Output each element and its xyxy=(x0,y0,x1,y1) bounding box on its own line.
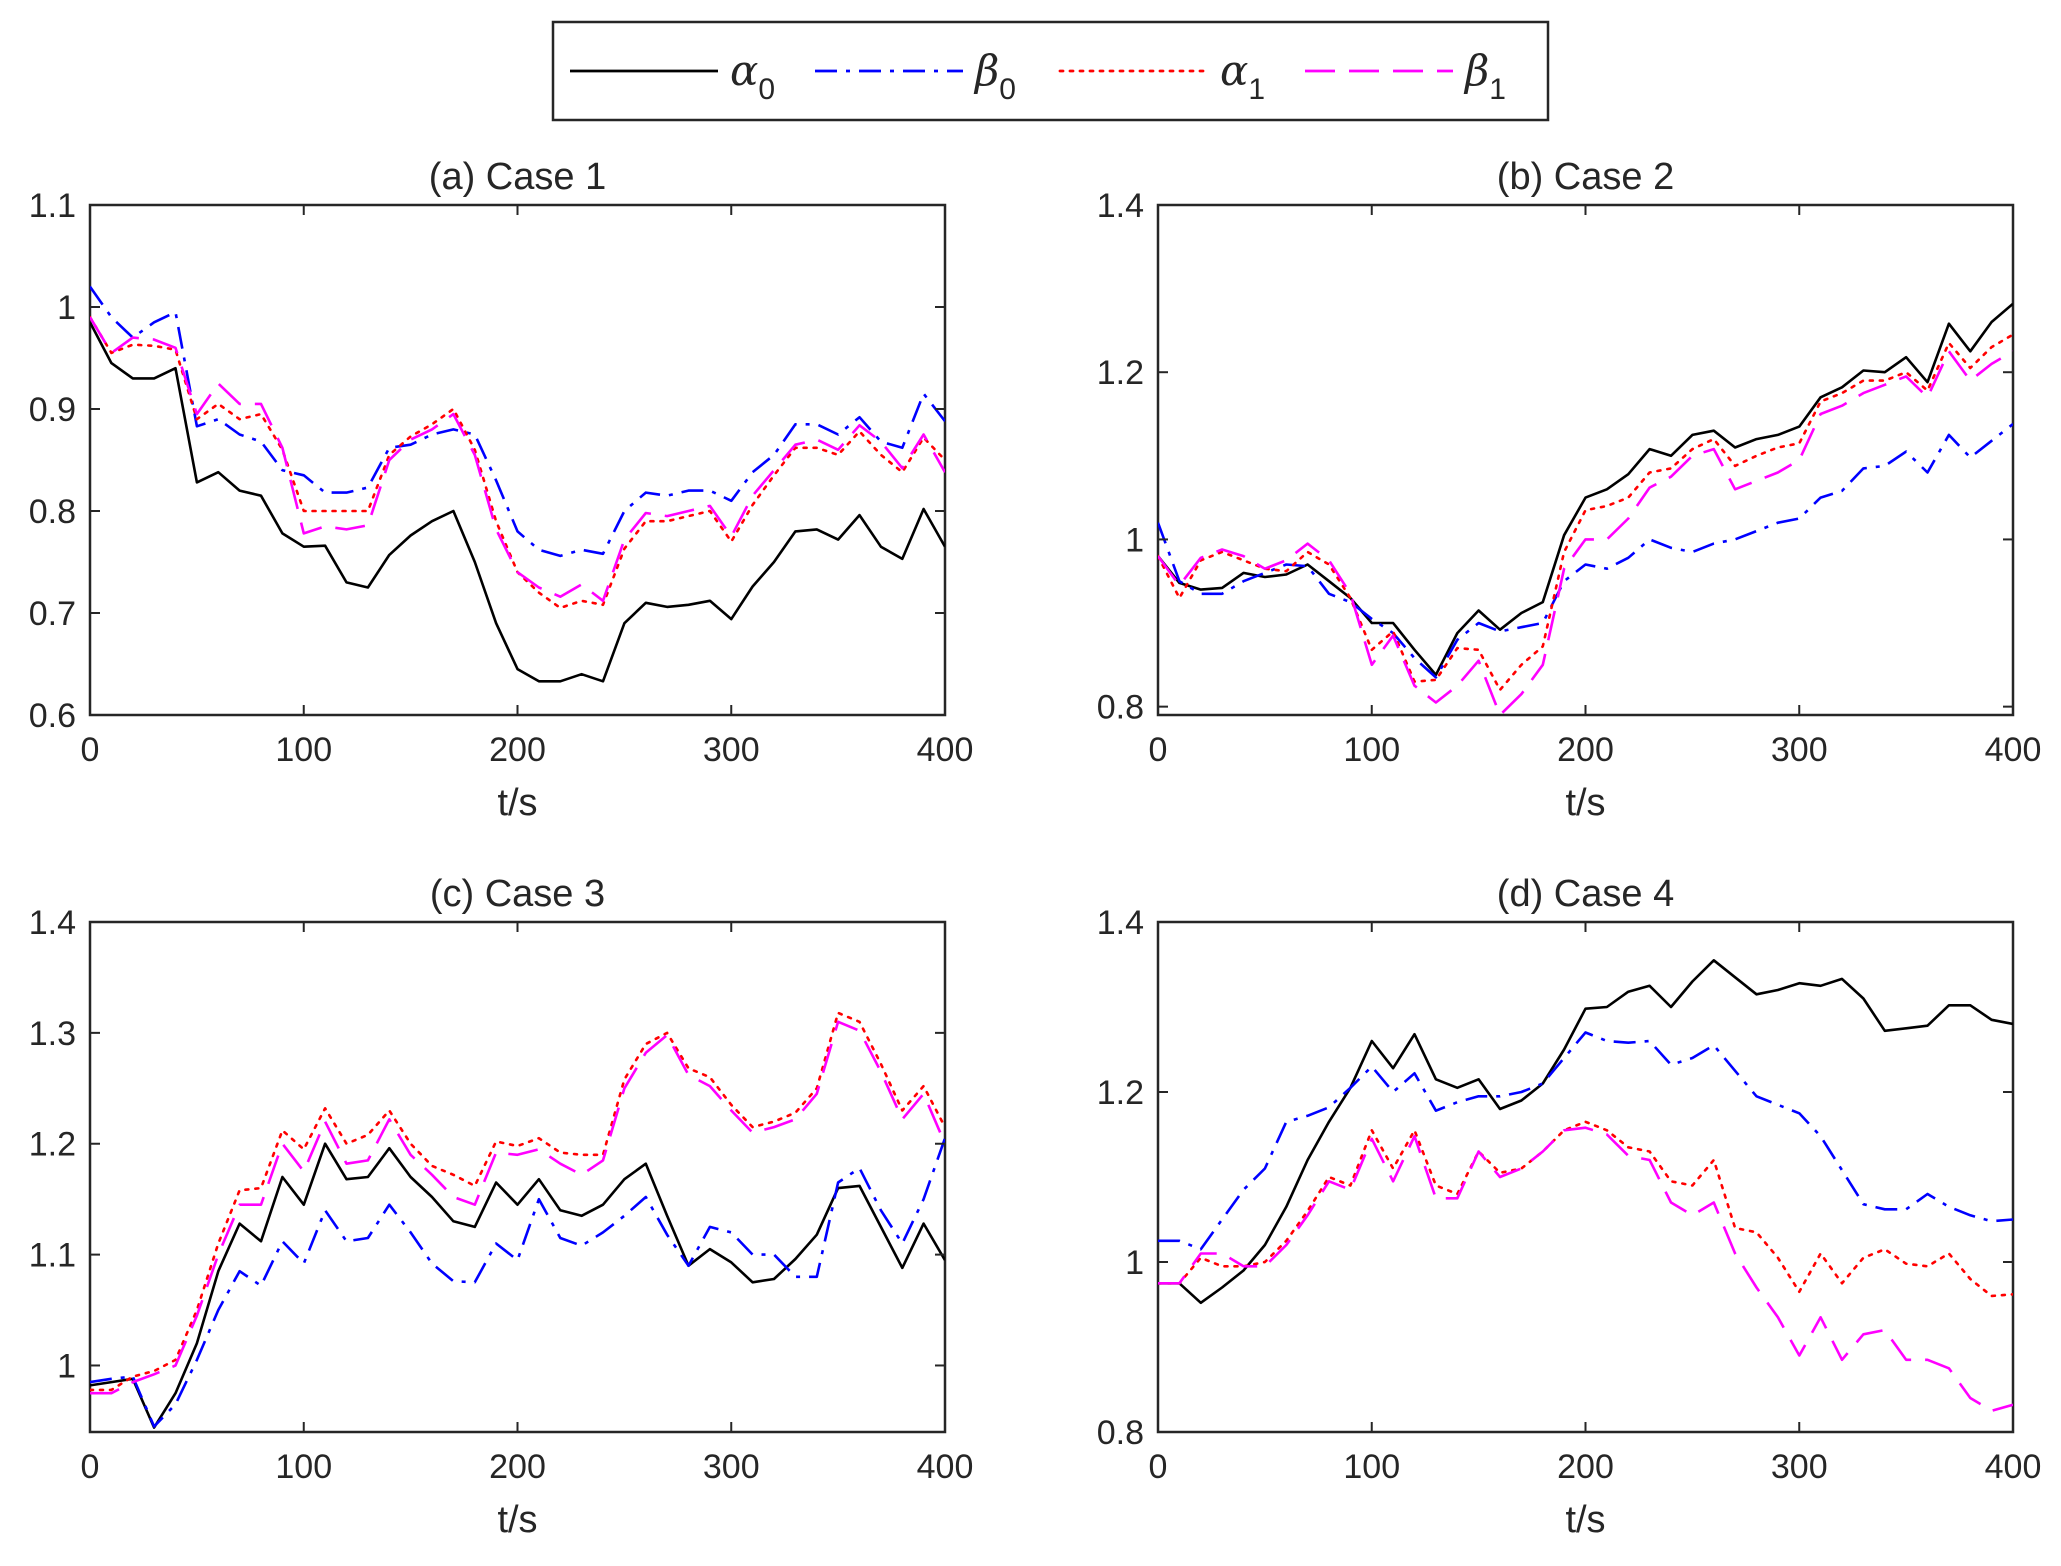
x-tick-label: 200 xyxy=(1557,731,1614,769)
x-tick-label: 100 xyxy=(275,731,332,769)
legend-box xyxy=(551,20,1550,122)
y-tick-label: 1.4 xyxy=(1097,904,1144,942)
legend-entry-β1: β1 xyxy=(1305,46,1506,106)
axes-box xyxy=(88,920,947,1434)
axes-box xyxy=(1156,203,2015,717)
legend-label: β1 xyxy=(1463,46,1506,106)
panel-case-2: 0 100 200 300 400 0.8 1 1.2 1.4 (b) Case 2 t/s xyxy=(1097,156,2042,824)
x-tick-label: 300 xyxy=(1771,1448,1828,1486)
panel-title: (b) Case 2 xyxy=(1497,156,1674,198)
series-line-α0 xyxy=(90,1142,945,1429)
x-tick-label: 0 xyxy=(1149,1448,1168,1486)
x-tick-label: 400 xyxy=(1985,1448,2042,1486)
y-tick-label: 1.2 xyxy=(1097,1074,1144,1112)
y-tick-label: 0.8 xyxy=(1097,1414,1144,1452)
axes-box xyxy=(88,203,947,717)
series-line-α0 xyxy=(1158,958,2013,1305)
series-line-β1 xyxy=(90,1020,945,1395)
panel-case-4: 0 100 200 300 400 0.8 1 1.2 1.4 (d) Case 4 t/s xyxy=(1097,873,2042,1541)
series-line-α1 xyxy=(1158,333,2013,692)
y-tick-label: 1.1 xyxy=(29,1237,76,1275)
x-axis-label: t/s xyxy=(497,782,537,824)
series-group xyxy=(90,285,945,683)
x-tick-label: 100 xyxy=(1343,1448,1400,1486)
x-axis-label: t/s xyxy=(1565,782,1605,824)
legend-entry-β0: β0 xyxy=(815,46,1016,106)
series-line-α1 xyxy=(90,1011,945,1392)
x-tick-label: 300 xyxy=(703,1448,760,1486)
axes-box xyxy=(1156,920,2015,1434)
y-tick-label: 1 xyxy=(1125,521,1144,559)
legend-label: α1 xyxy=(1220,46,1265,106)
series-group xyxy=(1158,958,2013,1413)
series-group xyxy=(90,1011,945,1429)
series-line-β0 xyxy=(90,285,945,558)
y-tick-label: 1.3 xyxy=(29,1015,76,1053)
legend-label: α0 xyxy=(730,46,775,106)
series-line-β0 xyxy=(1158,422,2013,679)
y-tick-label: 1.4 xyxy=(29,904,76,942)
x-axis-label: t/s xyxy=(1565,1499,1605,1541)
x-tick-label: 200 xyxy=(489,1448,546,1486)
series-line-β0 xyxy=(1158,1031,2013,1251)
legend-entries: α0 β0 α1 β1 xyxy=(570,46,1506,106)
y-tick-label: 1 xyxy=(57,289,76,327)
series-line-α0 xyxy=(1158,302,2013,677)
panel-title: (c) Case 3 xyxy=(430,873,605,915)
x-tick-label: 200 xyxy=(489,731,546,769)
x-tick-label: 300 xyxy=(1771,731,1828,769)
x-tick-label: 200 xyxy=(1557,1448,1614,1486)
x-tick-label: 0 xyxy=(1149,731,1168,769)
series-line-α1 xyxy=(1158,1120,2013,1298)
legend-label: β0 xyxy=(973,46,1016,106)
y-tick-label: 0.7 xyxy=(29,595,76,633)
x-tick-label: 100 xyxy=(1343,731,1400,769)
panel-case-1: 0 100 200 300 400 0.6 0.7 0.8 0.9 1 1.1 (a) Case 1 t… xyxy=(29,156,974,824)
y-tick-label: 1.2 xyxy=(1097,354,1144,392)
x-tick-label: 100 xyxy=(275,1448,332,1486)
x-tick-label: 0 xyxy=(81,731,100,769)
x-tick-label: 300 xyxy=(703,731,760,769)
y-tick-label: 0.8 xyxy=(29,493,76,531)
y-tick-label: 1 xyxy=(1125,1244,1144,1282)
y-tick-label: 1.2 xyxy=(29,1126,76,1164)
series-line-β1 xyxy=(1158,1126,2013,1413)
x-tick-label: 0 xyxy=(81,1448,100,1486)
legend-entry-α0: α0 xyxy=(570,46,775,106)
panel-title: (d) Case 4 xyxy=(1497,873,1674,915)
x-tick-label: 400 xyxy=(917,731,974,769)
series-line-β1 xyxy=(1158,349,2013,715)
x-tick-label: 400 xyxy=(917,1448,974,1486)
y-tick-label: 1.1 xyxy=(29,187,76,225)
legend: α0 β0 α1 β1 xyxy=(551,20,1550,122)
series-line-β1 xyxy=(90,316,945,603)
y-tick-label: 1 xyxy=(57,1347,76,1385)
panel-title: (a) Case 1 xyxy=(429,156,606,198)
y-tick-label: 0.8 xyxy=(1097,689,1144,727)
series-line-α0 xyxy=(90,321,945,683)
y-tick-label: 0.6 xyxy=(29,697,76,735)
x-tick-label: 400 xyxy=(1985,731,2042,769)
y-tick-label: 1.4 xyxy=(1097,187,1144,225)
series-group xyxy=(1158,302,2013,715)
x-axis-label: t/s xyxy=(497,1499,537,1541)
panel-case-3: 0 100 200 300 400 1 1.1 1.2 1.3 1.4 (c) Case 3 t/s xyxy=(29,873,974,1541)
legend-entry-α1: α1 xyxy=(1058,46,1265,106)
y-tick-label: 0.9 xyxy=(29,391,76,429)
